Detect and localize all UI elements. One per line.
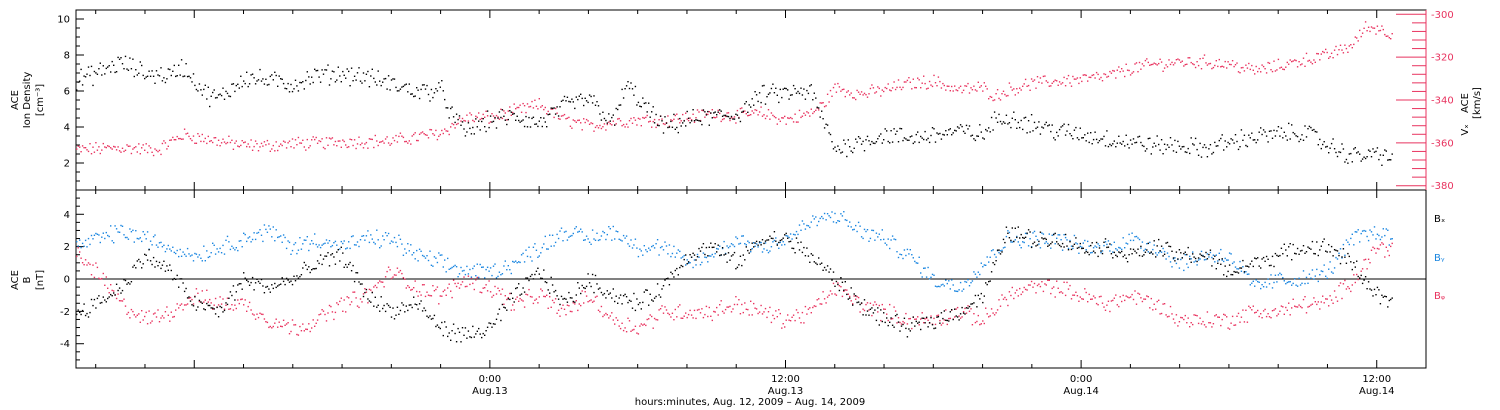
x-tick-label-date: Aug.14 <box>1359 386 1394 397</box>
bx-series <box>76 226 1393 343</box>
x-axis-title: hours:minutes, Aug. 12, 2009 – Aug. 14, … <box>635 397 866 408</box>
top-y-tick-label: 8 <box>64 51 70 62</box>
top-y-tick-label: 2 <box>64 159 70 170</box>
top-ylabel-right-line2: ACE <box>1460 93 1471 113</box>
bottom-y-tick-label: 4 <box>64 210 70 221</box>
top-right-y-tick-label: -380 <box>1431 181 1454 192</box>
axis-ticks <box>76 10 1427 368</box>
bz-series <box>76 242 1393 336</box>
vx-series <box>76 21 1393 157</box>
top-right-y-tick-label: -300 <box>1431 10 1454 21</box>
bottom-y-tick-label: -4 <box>60 339 70 350</box>
x-tick-label-time: 0:00 <box>1070 374 1092 385</box>
top-right-y-tick-label: -360 <box>1431 138 1454 149</box>
legend-bz: Bᵩ <box>1434 291 1445 302</box>
legend-bx: Bₓ <box>1434 214 1445 225</box>
top-ylabel-line2: Ion Density <box>22 72 33 129</box>
bottom-y-tick-label: -2 <box>60 307 70 318</box>
top-right-y-tick-label: -320 <box>1431 53 1454 64</box>
bottom-ylabel-line1: ACE <box>10 270 21 290</box>
x-tick-label-time: 0:00 <box>479 374 501 385</box>
x-tick-label-date: Aug.14 <box>1063 386 1098 397</box>
bottom-y-tick-label: 0 <box>64 275 70 286</box>
x-tick-label-date: Aug.13 <box>768 386 803 397</box>
top-ylabel-line3: [cm⁻³] <box>35 84 46 116</box>
top-ylabel-line1: ACE <box>10 90 21 110</box>
top-y-tick-label: 10 <box>57 15 70 26</box>
bottom-y-tick-label: 2 <box>64 242 70 253</box>
x-tick-label-time: 12:00 <box>1362 374 1391 385</box>
legend-by: Bᵧ <box>1434 253 1445 264</box>
tick-labels: 0:00Aug.1312:00Aug.130:00Aug.1412:00Aug.… <box>57 10 1453 397</box>
bottom-ylabel-line2: B <box>22 276 33 283</box>
top-right-y-tick-label: -340 <box>1431 96 1454 107</box>
ion-density-series <box>76 55 1393 166</box>
top-ylabel-right-line1: Vₓ <box>1460 124 1471 135</box>
top-ylabel-right-line3: [km/s] <box>1472 87 1483 119</box>
x-tick-label-date: Aug.13 <box>472 386 507 397</box>
top-y-tick-label: 6 <box>64 87 70 98</box>
data-series <box>76 21 1393 343</box>
by-series <box>76 211 1393 293</box>
top-y-tick-label: 4 <box>64 123 70 134</box>
top-panel-frame <box>75 9 1427 191</box>
x-tick-label-time: 12:00 <box>771 374 800 385</box>
bottom-ylabel-line3: [nT] <box>35 270 46 290</box>
